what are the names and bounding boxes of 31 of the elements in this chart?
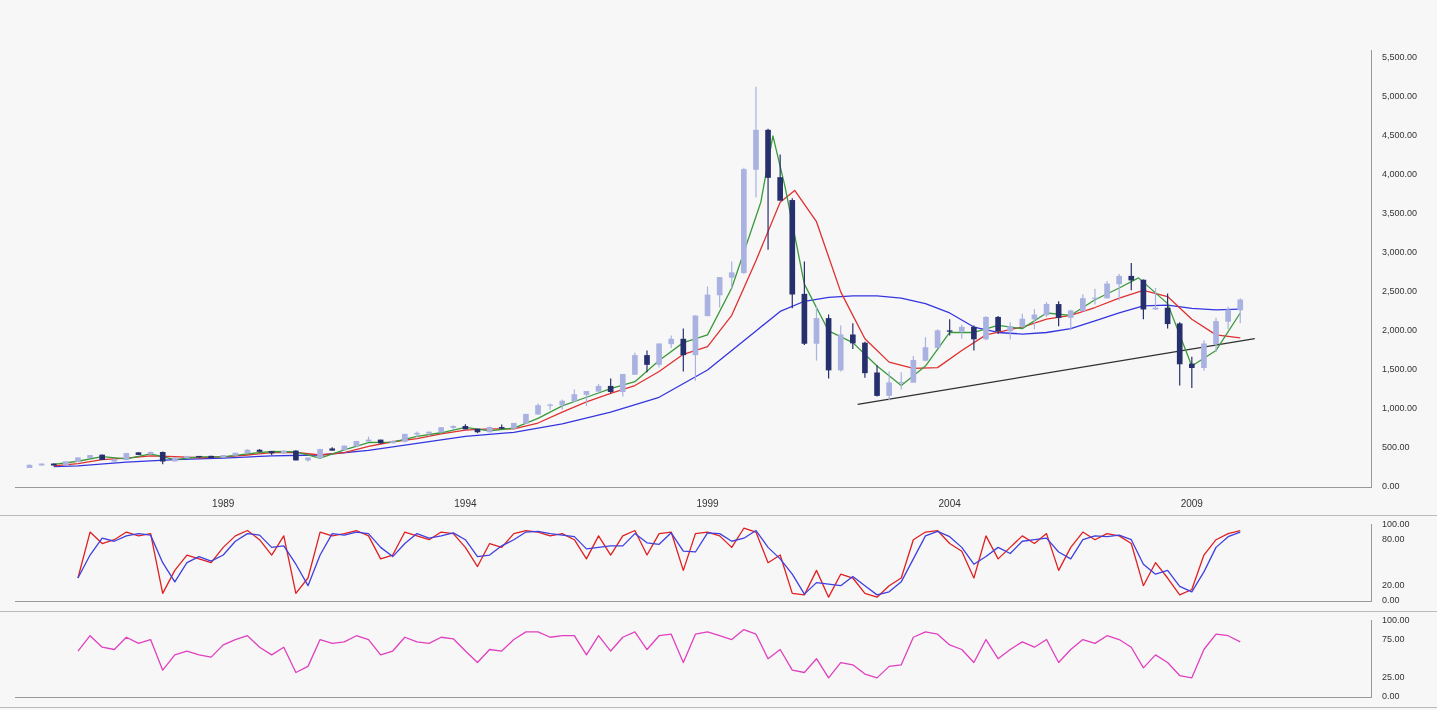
y-tick-label: 20.00: [1382, 580, 1405, 591]
y-tick-label: 3,500.00: [1382, 208, 1418, 219]
candlestick: [777, 153, 783, 202]
x-tick-label: 2009: [1180, 497, 1204, 509]
y-tick-label: 5,500.00: [1382, 52, 1418, 63]
y-tick-label: 100.00: [1382, 518, 1410, 529]
y-tick-label: 1,500.00: [1382, 364, 1418, 375]
y-tick-label: 100.00: [1382, 614, 1410, 625]
y-tick-label: 25.00: [1382, 672, 1405, 683]
candlestick: [220, 454, 227, 459]
candlestick: [728, 260, 735, 290]
y-tick-label: 3,000.00: [1382, 247, 1418, 258]
y-tick-label: 2,500.00: [1382, 286, 1418, 297]
y-tick-label: 4,500.00: [1382, 130, 1418, 141]
y-tick-label: 500.00: [1382, 442, 1410, 453]
y-tick-label: 4,000.00: [1382, 169, 1418, 180]
candlestick: [208, 455, 214, 459]
y-tick-label: 80.00: [1382, 534, 1405, 545]
y-tick-label: 5,000.00: [1382, 91, 1418, 102]
y-tick-label: 0.00: [1382, 481, 1400, 492]
y-tick-label: 75.00: [1382, 634, 1405, 645]
y-tick-label: 0.00: [1382, 691, 1400, 702]
y-tick-label: 1,000.00: [1382, 403, 1418, 414]
x-tick-label: 1999: [696, 497, 720, 509]
candlestick: [1067, 309, 1074, 331]
x-tick-label: 1994: [454, 497, 477, 509]
x-tick-label: 2004: [938, 497, 962, 509]
candlestick: [329, 446, 336, 452]
x-tick-label: 1989: [212, 497, 235, 509]
y-tick-label: 2,000.00: [1382, 325, 1418, 336]
y-tick-label: 0.00: [1382, 595, 1400, 606]
